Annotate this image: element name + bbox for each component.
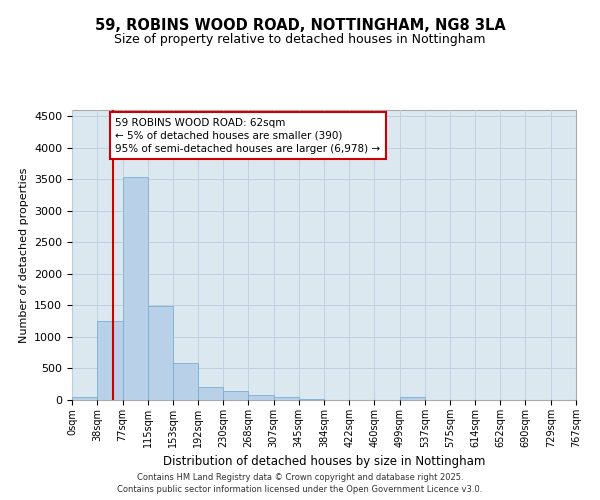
Text: Size of property relative to detached houses in Nottingham: Size of property relative to detached ho…	[114, 32, 486, 46]
Bar	[223, 391, 248, 400]
Text: Contains HM Land Registry data © Crown copyright and database right 2025.
Contai: Contains HM Land Registry data © Crown c…	[118, 472, 482, 494]
Bar	[72, 398, 97, 400]
Text: 59 ROBINS WOOD ROAD: 62sqm
← 5% of detached houses are smaller (390)
95% of semi: 59 ROBINS WOOD ROAD: 62sqm ← 5% of detac…	[115, 118, 380, 154]
Bar	[173, 363, 198, 400]
Bar	[148, 306, 173, 400]
Text: 59, ROBINS WOOD ROAD, NOTTINGHAM, NG8 3LA: 59, ROBINS WOOD ROAD, NOTTINGHAM, NG8 3L…	[95, 18, 505, 32]
Bar	[400, 398, 425, 400]
Bar	[248, 395, 274, 400]
Bar	[122, 178, 148, 400]
Bar	[274, 398, 299, 400]
Bar	[198, 387, 223, 400]
Bar	[97, 320, 122, 400]
Y-axis label: Number of detached properties: Number of detached properties	[19, 168, 29, 342]
X-axis label: Distribution of detached houses by size in Nottingham: Distribution of detached houses by size …	[163, 456, 485, 468]
